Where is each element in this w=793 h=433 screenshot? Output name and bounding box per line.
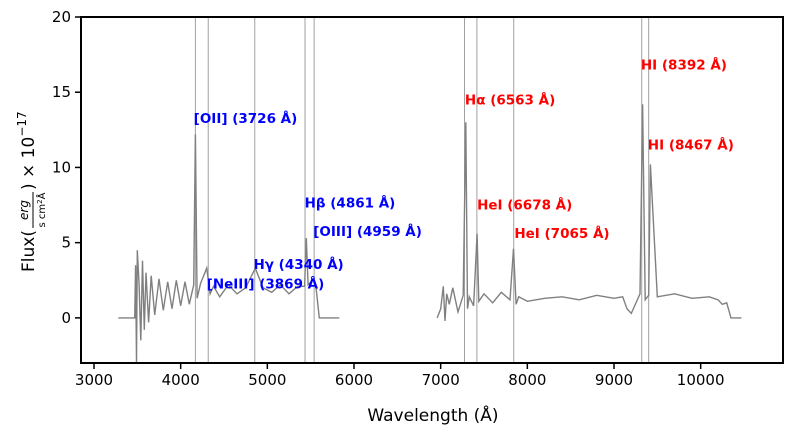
label-line-3869: [NeIII] (3869 Å) xyxy=(207,276,325,293)
label-line-4340: Hγ (4340 Å) xyxy=(253,256,343,273)
y-tick-label-0: 0 xyxy=(61,309,71,327)
label-line-4861: Hβ (4861 Å) xyxy=(305,194,396,211)
y-axis-title-denominator: s cm2Å xyxy=(35,192,48,227)
y-axis-title-suffix: ) × 10−17 xyxy=(15,111,39,190)
spectrum-segment-0 xyxy=(118,134,340,364)
emission-line-labels: [NeIII] (3869 Å) [OII] (3726 Å) Hγ (4340 Å… xyxy=(194,57,734,293)
y-axis-title: Flux( erg s cm2Å ) × 10−17 xyxy=(15,111,48,272)
plot-frame xyxy=(80,16,784,364)
label-line-6563: Hα (6563 Å) xyxy=(465,91,555,108)
x-tick-label-6000: 6000 xyxy=(335,371,373,389)
label-line-3726: [OII] (3726 Å) xyxy=(194,110,298,127)
y-axis-title-exponent: −17 xyxy=(15,111,29,136)
y-axis-title-denominator-sup: 2 xyxy=(36,199,44,203)
y-axis-title-numerator: erg xyxy=(17,200,31,220)
x-tick-label-10000: 10000 xyxy=(677,371,725,389)
x-axis-ticks: 3000 4000 5000 6000 7000 8000 9000 10000 xyxy=(75,363,725,389)
y-axis-title-scale: ) × 10 xyxy=(19,137,39,190)
label-line-8467: HI (8467 Å) xyxy=(648,136,734,153)
x-tick-label-4000: 4000 xyxy=(162,371,200,389)
x-tick-label-7000: 7000 xyxy=(422,371,460,389)
y-axis-title-denominator-unit: Å xyxy=(35,192,48,199)
y-tick-label-20: 20 xyxy=(52,8,71,26)
spectrum-segment-2 xyxy=(436,104,742,321)
label-line-7065: HeI (7065 Å) xyxy=(514,225,609,242)
emission-line-markers xyxy=(194,17,650,363)
y-axis-title-denominator-base: s cm xyxy=(37,204,48,228)
y-tick-label-5: 5 xyxy=(61,234,71,252)
x-axis-title: Wavelength (Å) xyxy=(367,404,498,426)
y-tick-label-10: 10 xyxy=(52,158,71,176)
label-line-8392: HI (8392 Å) xyxy=(641,57,727,74)
y-axis-title-prefix: Flux( xyxy=(19,230,39,272)
x-tick-label-3000: 3000 xyxy=(75,371,113,389)
y-axis-ticks: 0 5 10 15 20 xyxy=(52,8,81,327)
spectrum-series xyxy=(118,104,742,364)
y-tick-label-15: 15 xyxy=(52,83,71,101)
label-line-4959: [OIII] (4959 Å) xyxy=(313,223,422,240)
x-tick-label-8000: 8000 xyxy=(508,371,546,389)
x-tick-label-5000: 5000 xyxy=(248,371,286,389)
x-tick-label-9000: 9000 xyxy=(595,371,633,389)
label-line-6678: HeI (6678 Å) xyxy=(477,197,572,214)
